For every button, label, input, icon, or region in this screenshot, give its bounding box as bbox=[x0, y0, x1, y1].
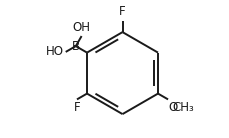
Text: O: O bbox=[168, 101, 177, 114]
Text: B: B bbox=[71, 40, 79, 53]
Text: F: F bbox=[73, 101, 80, 114]
Text: F: F bbox=[119, 6, 125, 18]
Text: OH: OH bbox=[72, 21, 90, 34]
Text: HO: HO bbox=[46, 45, 64, 58]
Text: CH₃: CH₃ bbox=[172, 101, 193, 114]
